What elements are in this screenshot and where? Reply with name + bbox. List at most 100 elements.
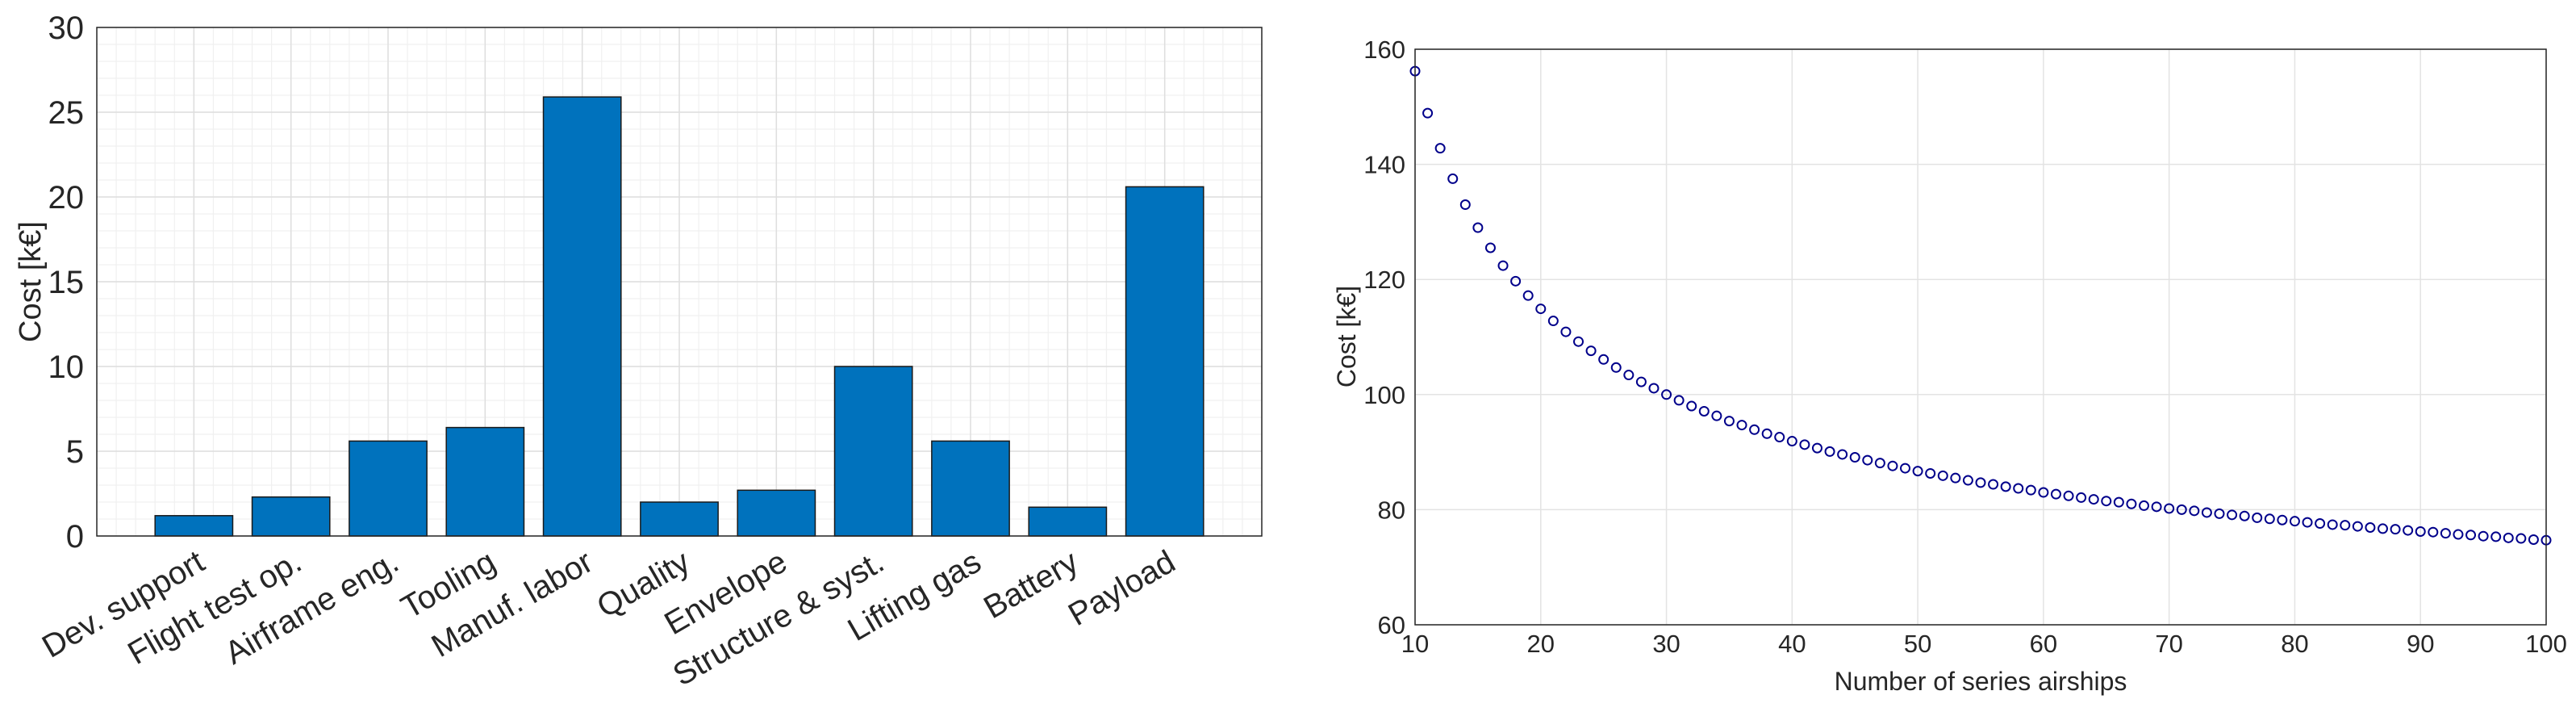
scatter-point xyxy=(2302,517,2313,528)
scatter-point xyxy=(1560,326,1572,337)
bar xyxy=(737,489,816,537)
scatter-point xyxy=(1522,290,1534,301)
scatter-y-tick-label: 80 xyxy=(1378,496,1405,524)
scatter-point xyxy=(1598,354,1609,365)
scatter-point xyxy=(1749,424,1760,435)
scatter-point xyxy=(1673,395,1685,406)
scatter-point xyxy=(2214,508,2225,519)
scatter-point xyxy=(1547,316,1559,327)
bar xyxy=(154,515,234,537)
scatter-point xyxy=(2000,481,2011,492)
scatter-point xyxy=(1962,475,1973,486)
scatter-point xyxy=(2227,509,2238,521)
scatter-plot-area xyxy=(1415,49,2546,625)
scatter-point xyxy=(1686,400,1697,412)
scatter-point xyxy=(1925,467,1936,479)
scatter-x-tick-label: 10 xyxy=(1401,630,1429,658)
scatter-point xyxy=(1761,428,1772,439)
scatter-point xyxy=(2113,496,2124,508)
scatter-point xyxy=(1585,345,1597,357)
scatter-point xyxy=(1786,436,1797,447)
scatter-point xyxy=(2289,516,2300,527)
scatter-point xyxy=(2088,494,2099,505)
scatter-point xyxy=(1497,260,1509,271)
scatter-x-tick-label: 30 xyxy=(1652,630,1680,658)
scatter-point xyxy=(2327,519,2338,530)
scatter-chart: 60 80 100 120 140 160 10 20 30 40 50 60 70 80 90 100 N… xyxy=(1332,36,2567,696)
bar-y-tick-label: 20 xyxy=(48,180,85,216)
scatter-point xyxy=(1711,410,1722,421)
scatter-point xyxy=(2050,488,2061,500)
scatter-point xyxy=(1422,107,1434,119)
scatter-series xyxy=(1409,65,2552,546)
scatter-y-tick-label: 120 xyxy=(1363,266,1405,294)
scatter-x-tick-label: 100 xyxy=(2525,630,2567,658)
scatter-point xyxy=(2340,520,2351,531)
scatter-point xyxy=(2415,525,2426,537)
scatter-point xyxy=(2063,490,2074,501)
scatter-point xyxy=(2176,504,2187,515)
scatter-point xyxy=(1862,454,1873,466)
scatter-point xyxy=(2038,487,2049,498)
scatter-y-tick-label: 60 xyxy=(1378,611,1405,639)
scatter-x-tick-label: 50 xyxy=(1904,630,1931,658)
scatter-point xyxy=(1736,420,1747,431)
scatter-point xyxy=(2365,522,2376,534)
scatter-point xyxy=(2403,525,2414,536)
scatter-point xyxy=(1849,452,1860,463)
scatter-point xyxy=(1610,362,1622,373)
scatter-point xyxy=(1484,242,1496,253)
scatter-y-axis-label: Cost [k€] xyxy=(1332,286,1361,387)
scatter-point xyxy=(2252,512,2263,523)
bar-y-tick-label: 0 xyxy=(66,519,84,555)
scatter-plot-frame xyxy=(1414,48,2547,626)
scatter-point xyxy=(1535,304,1547,315)
scatter-x-tick-label: 70 xyxy=(2155,630,2182,658)
scatter-point xyxy=(1723,416,1735,427)
scatter-point xyxy=(2025,484,2036,496)
bar-plot-frame xyxy=(96,27,1263,537)
scatter-point xyxy=(1874,458,1885,469)
scatter-point xyxy=(2440,528,2451,539)
bar-y-tick-labels: 0 5 10 15 20 25 30 xyxy=(48,10,85,555)
scatter-point xyxy=(2164,503,2175,514)
bar-y-tick-label: 5 xyxy=(66,434,84,470)
scatter-point xyxy=(2101,496,2112,507)
bar xyxy=(251,496,331,537)
bar-series xyxy=(154,96,1204,537)
scatter-point xyxy=(1811,442,1822,454)
scatter-x-axis-label: Number of series airships xyxy=(1835,667,2127,696)
scatter-point xyxy=(2139,500,2150,511)
scatter-point xyxy=(2352,521,2363,532)
scatter-point xyxy=(1988,479,1999,490)
scatter-point xyxy=(2076,492,2087,503)
scatter-point xyxy=(2503,532,2514,543)
scatter-point xyxy=(1900,463,1911,474)
bar-y-tick-label: 15 xyxy=(48,265,85,300)
scatter-point xyxy=(2277,514,2288,525)
bar-y-tick-label: 25 xyxy=(48,95,85,131)
scatter-point xyxy=(2239,510,2250,521)
scatter-point xyxy=(2528,534,2539,545)
scatter-point xyxy=(1447,173,1459,184)
scatter-x-tick-label: 20 xyxy=(1527,630,1555,658)
scatter-point xyxy=(1937,470,1948,481)
scatter-y-tick-label: 140 xyxy=(1363,151,1405,179)
bar-y-tick-label: 30 xyxy=(48,10,85,46)
scatter-point xyxy=(1824,446,1835,457)
scatter-point xyxy=(1950,472,1961,484)
scatter-point xyxy=(2453,529,2464,540)
scatter-point xyxy=(1573,336,1584,347)
scatter-point xyxy=(1975,477,1986,488)
scatter-point xyxy=(1434,143,1446,154)
bar xyxy=(445,426,525,537)
scatter-point xyxy=(1774,432,1785,443)
scatter-point xyxy=(1661,389,1672,400)
scatter-point xyxy=(2315,518,2326,530)
scatter-point xyxy=(1887,460,1898,471)
bar-y-tick-label: 10 xyxy=(48,350,85,385)
bar xyxy=(349,440,428,537)
scatter-point xyxy=(1698,405,1710,417)
